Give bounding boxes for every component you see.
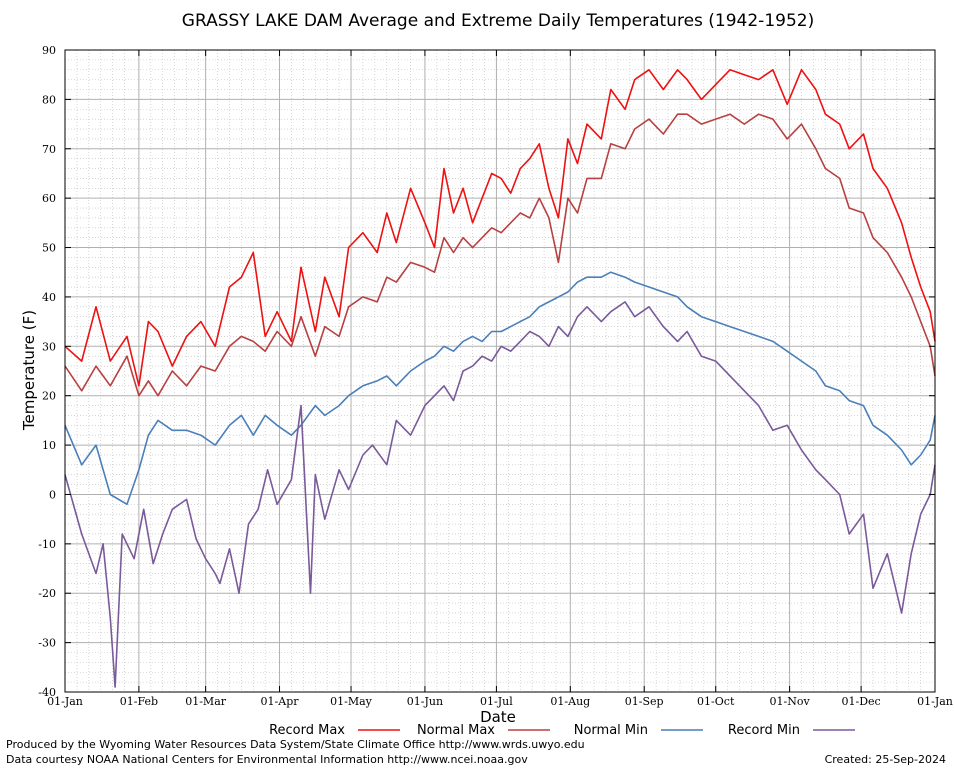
series-line-normal-max xyxy=(64,113,936,397)
x-tick-label: 01-May xyxy=(330,695,373,708)
legend-label-record-min: Record Min xyxy=(728,723,800,738)
y-tick-label: -20 xyxy=(38,587,56,600)
x-tick-label: 01-Dec xyxy=(842,695,881,708)
x-axis-label: Date xyxy=(480,708,516,726)
series-line-record-max xyxy=(64,69,936,387)
y-tick-label: 30 xyxy=(42,340,56,353)
legend-label-record-max: Record Max xyxy=(269,723,345,738)
plot-area-frame xyxy=(64,49,936,693)
series-lines xyxy=(64,69,936,688)
y-tick-label: 0 xyxy=(49,488,56,501)
x-tick-label: 01-Jun xyxy=(407,695,443,708)
legend: Record Max Normal Max Normal Min Record Min xyxy=(269,723,855,738)
y-tick-label: -40 xyxy=(38,686,56,699)
y-axis-label: Temperature (F) xyxy=(20,310,38,431)
y-tick-label: 20 xyxy=(42,390,56,403)
y-tick-label: 80 xyxy=(42,93,56,106)
y-tick-label: 10 xyxy=(42,439,56,452)
y-tick-label: -30 xyxy=(38,637,56,650)
x-axis-ticks: 01-Jan 01-Feb 01-Mar 01-Apr 01-May 01-Jun 01-J… xyxy=(47,50,953,708)
y-tick-label: 90 xyxy=(42,44,56,57)
series-line-record-min xyxy=(64,301,936,688)
footer-data-courtesy: Data courtesy NOAA National Centers for … xyxy=(6,753,528,766)
x-tick-label: 01-Apr xyxy=(261,695,300,708)
x-tick-label: 01-Jan xyxy=(917,695,953,708)
x-tick-label: 01-Jan xyxy=(47,695,83,708)
y-axis-ticks: 90 80 70 60 50 40 30 20 10 0 -10 -20 -30 -40 xyxy=(38,44,935,699)
footer-created-date: Created: 25-Sep-2024 xyxy=(824,753,946,766)
y-tick-label: 70 xyxy=(42,143,56,156)
y-tick-label: 60 xyxy=(42,192,56,205)
x-tick-label: 01-Oct xyxy=(697,695,735,708)
chart-title: GRASSY LAKE DAM Average and Extreme Dail… xyxy=(182,11,814,31)
legend-label-normal-min: Normal Min xyxy=(574,723,648,738)
y-tick-label: -10 xyxy=(38,538,56,551)
y-tick-label: 50 xyxy=(42,242,56,255)
series-line-normal-min xyxy=(64,271,936,506)
legend-label-normal-max: Normal Max xyxy=(417,723,495,738)
x-tick-label: 01-Sep xyxy=(625,695,664,708)
footer-produced-by: Produced by the Wyoming Water Resources … xyxy=(6,738,585,751)
x-tick-label: 01-Mar xyxy=(185,695,227,708)
y-tick-label: 40 xyxy=(42,291,56,304)
x-tick-label: 01-Feb xyxy=(120,695,158,708)
x-tick-label: 01-Nov xyxy=(770,695,811,708)
grid xyxy=(65,50,935,692)
x-tick-label: 01-Jul xyxy=(480,695,513,708)
x-tick-label: 01-Aug xyxy=(550,695,590,708)
